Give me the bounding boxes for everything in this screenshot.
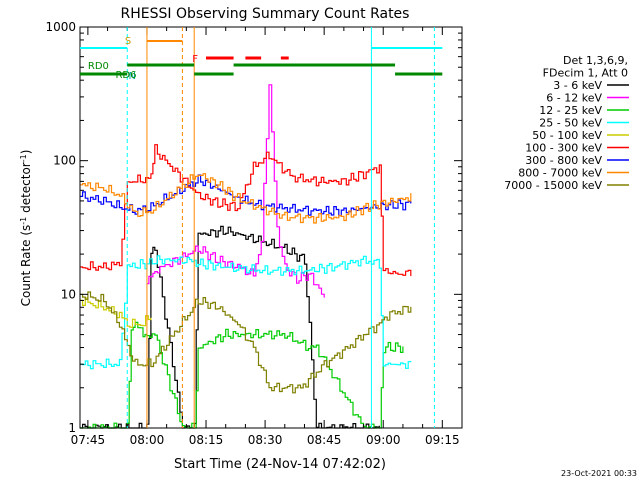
annotations: S N F RD0 RD6 xyxy=(80,27,443,428)
y-axis-label: Count Rate (s-1 detector-1) xyxy=(19,150,34,307)
x-tick-label: 08:15 xyxy=(189,433,224,447)
legend-label-4: 50 - 100 keV xyxy=(532,129,602,142)
series-line-2 xyxy=(80,321,404,429)
legend-label-8: 7000 - 15000 keV xyxy=(504,179,602,192)
legend-label-2: 12 - 25 keV xyxy=(539,104,602,117)
y-axis-label-part: ) xyxy=(19,150,33,155)
y-axis-label-part: detector xyxy=(19,162,33,217)
annotation-f: F xyxy=(192,54,198,65)
y-axis-label-part: -1 xyxy=(19,154,28,162)
y-axis-label-text: Count Rate (s-1 detector-1) xyxy=(19,150,34,307)
x-tick-label: 07:45 xyxy=(71,433,106,447)
annotation-rd0: RD0 xyxy=(88,61,109,72)
y-axis-label-part: Count Rate (s xyxy=(19,225,33,307)
series-line-3 xyxy=(80,255,412,370)
legend-label-5: 100 - 300 keV xyxy=(525,142,602,155)
chart-title: RHESSI Observing Summary Count Rates xyxy=(121,6,410,22)
y-tick-label: 100 xyxy=(53,154,76,168)
y-tick-label: 1000 xyxy=(45,20,76,34)
annotation-s: S xyxy=(125,36,131,47)
y-tick-label: 1 xyxy=(68,421,76,435)
legend-label-6: 300 - 800 keV xyxy=(525,154,602,167)
series-line-5 xyxy=(80,144,412,277)
x-tick-label: 09:15 xyxy=(425,433,460,447)
x-tick-label: 08:30 xyxy=(248,433,283,447)
x-axis-label: Start Time (24-Nov-14 07:42:02) xyxy=(174,457,386,472)
plot-area xyxy=(80,84,412,429)
annotation-rd6: RD6 xyxy=(115,70,136,81)
x-tick-label: 08:00 xyxy=(130,433,165,447)
plot-frame xyxy=(79,26,463,429)
legend-header-0: Det 1,3,6,9, xyxy=(563,54,628,67)
series-line-6 xyxy=(80,174,412,217)
timestamp: 23-Oct-2021 00:33 xyxy=(561,469,637,478)
legend-label-1: 6 - 12 keV xyxy=(546,92,602,105)
y-tick-label: 10 xyxy=(61,287,76,301)
series-line-4 xyxy=(80,297,152,328)
legend-label-3: 25 - 50 keV xyxy=(539,117,602,130)
y-axis-label-part: -1 xyxy=(19,217,28,225)
series-line-1 xyxy=(146,84,325,298)
x-tick-label: 09:00 xyxy=(366,433,401,447)
legend-label-0: 3 - 6 keV xyxy=(553,79,602,92)
legend-header-1: FDecim 1, Att 0 xyxy=(543,67,628,80)
series-line-8 xyxy=(80,291,412,394)
x-tick-label: 08:45 xyxy=(307,433,342,447)
annotation-n: N xyxy=(128,71,135,82)
axes: 1 10 100 1000 07:45 08:00 08:15 08:30 08:45 09:00… xyxy=(45,20,463,447)
legend-label-7: 800 - 7000 keV xyxy=(518,167,602,180)
series-line-7 xyxy=(80,173,412,224)
